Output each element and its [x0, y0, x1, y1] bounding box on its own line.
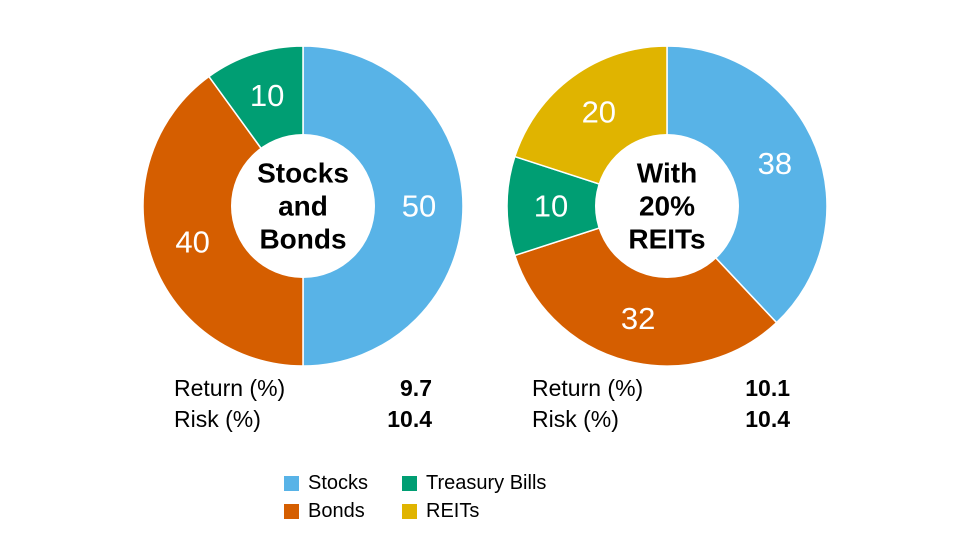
stat-risk-label: Risk (%): [532, 406, 619, 432]
slice-label-treasury-bills: 10: [534, 189, 568, 224]
stats-with-reits: Return (%) 10.1 Risk (%) 10.4: [532, 373, 790, 435]
center-title-line: REITs: [628, 224, 705, 255]
slice-label-bonds: 32: [621, 301, 655, 336]
donut-hole: [595, 134, 739, 278]
legend-label-stocks: Stocks: [308, 472, 369, 494]
slice-label-stocks: 50: [402, 189, 436, 224]
legend: Stocks Treasury Bills Bonds REITs: [284, 472, 546, 523]
slice-label-bonds: 40: [175, 224, 209, 259]
legend-swatch-reits: [402, 504, 417, 519]
slice-label-reits: 20: [582, 95, 616, 130]
stat-risk-label: Risk (%): [174, 406, 261, 432]
center-title-line: With: [637, 158, 697, 189]
legend-item-stocks: Stocks: [284, 472, 402, 495]
stats-stocks-and-bonds: Return (%) 9.7 Risk (%) 10.4: [174, 373, 432, 435]
legend-swatch-stocks: [284, 476, 299, 491]
slice-stocks: [666, 45, 828, 324]
legend-label-reits: REITs: [426, 500, 480, 522]
legend-label-bonds: Bonds: [308, 500, 365, 522]
donut-hole: [231, 134, 375, 278]
slice-treasury-bills: [506, 155, 670, 257]
stat-return-row: Return (%) 10.1: [532, 373, 790, 404]
stat-return-label: Return (%): [532, 375, 644, 401]
center-title-line: Stocks: [257, 158, 349, 189]
slice-bonds: [513, 205, 778, 367]
stat-risk-row: Risk (%) 10.4: [532, 404, 790, 435]
slice-label-stocks: 38: [758, 146, 792, 181]
legend-item-bonds: Bonds: [284, 500, 402, 523]
center-title-line: 20%: [639, 191, 695, 222]
stat-return-row: Return (%) 9.7: [174, 373, 432, 404]
legend-swatch-bonds: [284, 504, 299, 519]
stat-risk-value: 10.4: [387, 406, 432, 432]
center-title-line: and: [278, 191, 328, 222]
legend-item-reits: REITs: [402, 500, 546, 523]
slice-bonds: [142, 75, 304, 367]
stat-return-value: 10.1: [745, 375, 790, 401]
stat-risk-value: 10.4: [745, 406, 790, 432]
stat-risk-row: Risk (%) 10.4: [174, 404, 432, 435]
legend-swatch-treasury-bills: [402, 476, 417, 491]
slice-stocks: [302, 45, 464, 367]
slice-label-treasury-bills: 10: [250, 78, 284, 113]
legend-item-treasury-bills: Treasury Bills: [402, 472, 546, 495]
stat-return-value: 9.7: [400, 375, 432, 401]
center-title-line: Bonds: [259, 224, 346, 255]
stat-return-label: Return (%): [174, 375, 286, 401]
legend-label-treasury-bills: Treasury Bills: [426, 472, 547, 494]
